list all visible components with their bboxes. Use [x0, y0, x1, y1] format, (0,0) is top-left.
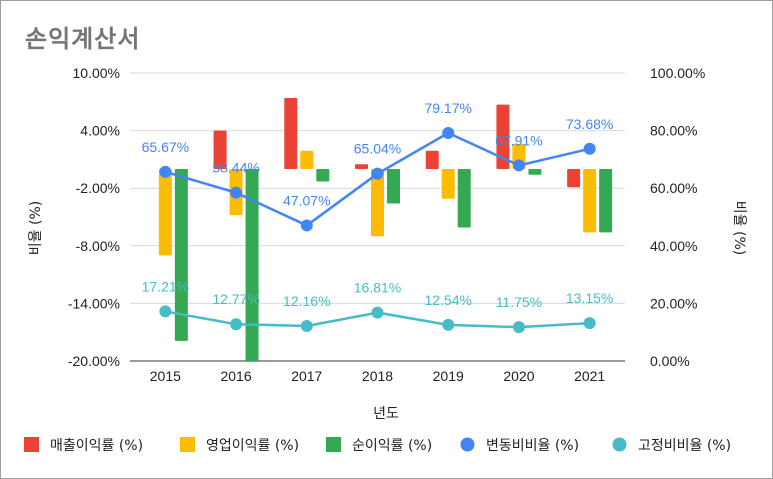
legend: 매출이익률 (%) 영업이익률 (%) 순이익률 (%) 변동비비율 (%) 고정비비율… — [24, 437, 731, 454]
chart-title: 손익계산서 — [25, 25, 141, 53]
data-label-0-2021: 73.68% — [566, 116, 613, 132]
bar-0-2016 — [213, 130, 227, 169]
bar-2-2020 — [528, 169, 542, 175]
point-0-2020 — [512, 159, 525, 172]
bar-0-2021 — [567, 169, 581, 188]
legend-label: 영업이익률 (%) — [206, 438, 299, 454]
bar-0-2020 — [496, 104, 510, 169]
data-label-1-2017: 12.16% — [283, 293, 330, 309]
legend-item: 고정비비율 (%) — [612, 437, 731, 454]
data-label-0-2020: 67.91% — [495, 132, 542, 148]
point-1-2019 — [442, 318, 455, 331]
legend-item: 매출이익률 (%) — [24, 437, 143, 454]
point-0-2017 — [300, 219, 313, 232]
legend-label: 매출이익률 (%) — [50, 438, 143, 454]
x-tick-label: 2019 — [433, 368, 464, 384]
data-label-1-2018: 16.81% — [354, 280, 401, 296]
legend-swatch — [180, 437, 195, 452]
bar-1-2017 — [300, 150, 314, 169]
legend-label: 고정비비율 (%) — [638, 438, 731, 454]
point-0-2018 — [371, 167, 384, 180]
right-tick-label: 60.00% — [650, 180, 697, 196]
point-1-2016 — [230, 318, 243, 331]
data-label-0-2018: 65.04% — [354, 141, 401, 157]
legend-swatch — [24, 437, 39, 452]
legend-swatch — [460, 437, 475, 452]
bar-2-2019 — [457, 169, 471, 228]
point-1-2021 — [583, 317, 596, 330]
bar-0-2019 — [425, 150, 439, 169]
legend-swatch — [612, 437, 627, 452]
bar-series — [158, 97, 613, 361]
left-tick-label: -14.00% — [68, 295, 120, 311]
bar-1-2019 — [441, 169, 455, 199]
right-tick-label: 0.00% — [650, 353, 690, 369]
x-tick-label: 2016 — [220, 368, 251, 384]
bar-1-2021 — [583, 169, 597, 233]
data-label-0-2019: 79.17% — [424, 100, 471, 116]
bar-2-2018 — [387, 169, 400, 204]
legend-item: 변동비비율 (%) — [460, 437, 579, 454]
bar-2-2021 — [599, 169, 613, 233]
left-tick-label: 10.00% — [73, 65, 120, 81]
bar-0-2018 — [355, 164, 368, 169]
point-1-2020 — [512, 321, 525, 334]
x-tick-label: 2015 — [150, 368, 181, 384]
bar-1-2018 — [371, 169, 384, 237]
left-tick-label: -20.00% — [68, 353, 120, 369]
data-label-1-2019: 12.54% — [424, 292, 471, 308]
bar-2-2015 — [174, 169, 188, 341]
data-label-1-2016: 12.77% — [212, 291, 259, 307]
left-tick-label: -8.00% — [76, 238, 120, 254]
legend-item: 순이익률 (%) — [326, 437, 432, 454]
legend-item: 영업이익률 (%) — [180, 437, 299, 454]
data-label-0-2016: 58.44% — [212, 160, 259, 176]
legend-label: 변동비비율 (%) — [486, 438, 579, 454]
right-tick-label: 40.00% — [650, 238, 697, 254]
x-axis-ticks: 2015 2016 2017 2018 2019 2020 2021 — [150, 368, 606, 384]
left-axis-ticks: 10.00% 4.00% -2.00% -8.00% -14.00% -20.00% — [68, 65, 120, 369]
right-axis-title: 비율 (%) — [731, 201, 747, 255]
data-label-1-2021: 13.15% — [566, 290, 613, 306]
right-tick-label: 20.00% — [650, 295, 697, 311]
point-0-2019 — [442, 126, 455, 139]
left-axis-title: 비율 (%) — [28, 201, 44, 255]
x-tick-label: 2021 — [574, 368, 605, 384]
x-tick-label: 2020 — [503, 368, 534, 384]
data-labels: 65.67% 58.44% 47.07% 65.04% 79.17% 67.91% 73.6… — [142, 100, 614, 310]
line-series — [159, 126, 596, 334]
bar-2-2016 — [245, 169, 259, 361]
point-1-2015 — [159, 305, 172, 318]
right-tick-label: 100.00% — [650, 65, 705, 81]
point-0-2016 — [230, 186, 243, 199]
data-label-0-2015: 65.67% — [142, 139, 189, 155]
left-tick-label: 4.00% — [80, 123, 120, 139]
point-1-2017 — [300, 319, 313, 332]
legend-swatch — [326, 437, 341, 452]
data-label-1-2020: 11.75% — [496, 294, 542, 310]
point-1-2018 — [371, 306, 384, 319]
right-tick-label: 80.00% — [650, 123, 697, 139]
x-tick-label: 2018 — [362, 368, 393, 384]
x-axis-title: 년도 — [373, 406, 399, 422]
data-label-0-2017: 47.07% — [283, 192, 330, 208]
bar-1-2015 — [158, 169, 172, 256]
bar-2-2017 — [316, 169, 330, 182]
bar-0-2017 — [284, 97, 298, 169]
data-label-1-2015: 17.21% — [142, 278, 189, 294]
point-0-2021 — [583, 142, 596, 155]
x-tick-label: 2017 — [291, 368, 322, 384]
point-0-2015 — [159, 165, 172, 178]
legend-label: 순이익률 (%) — [352, 438, 432, 454]
right-axis-ticks: 100.00% 80.00% 60.00% 40.00% 20.00% 0.00% — [650, 65, 705, 369]
left-tick-label: -2.00% — [76, 180, 120, 196]
